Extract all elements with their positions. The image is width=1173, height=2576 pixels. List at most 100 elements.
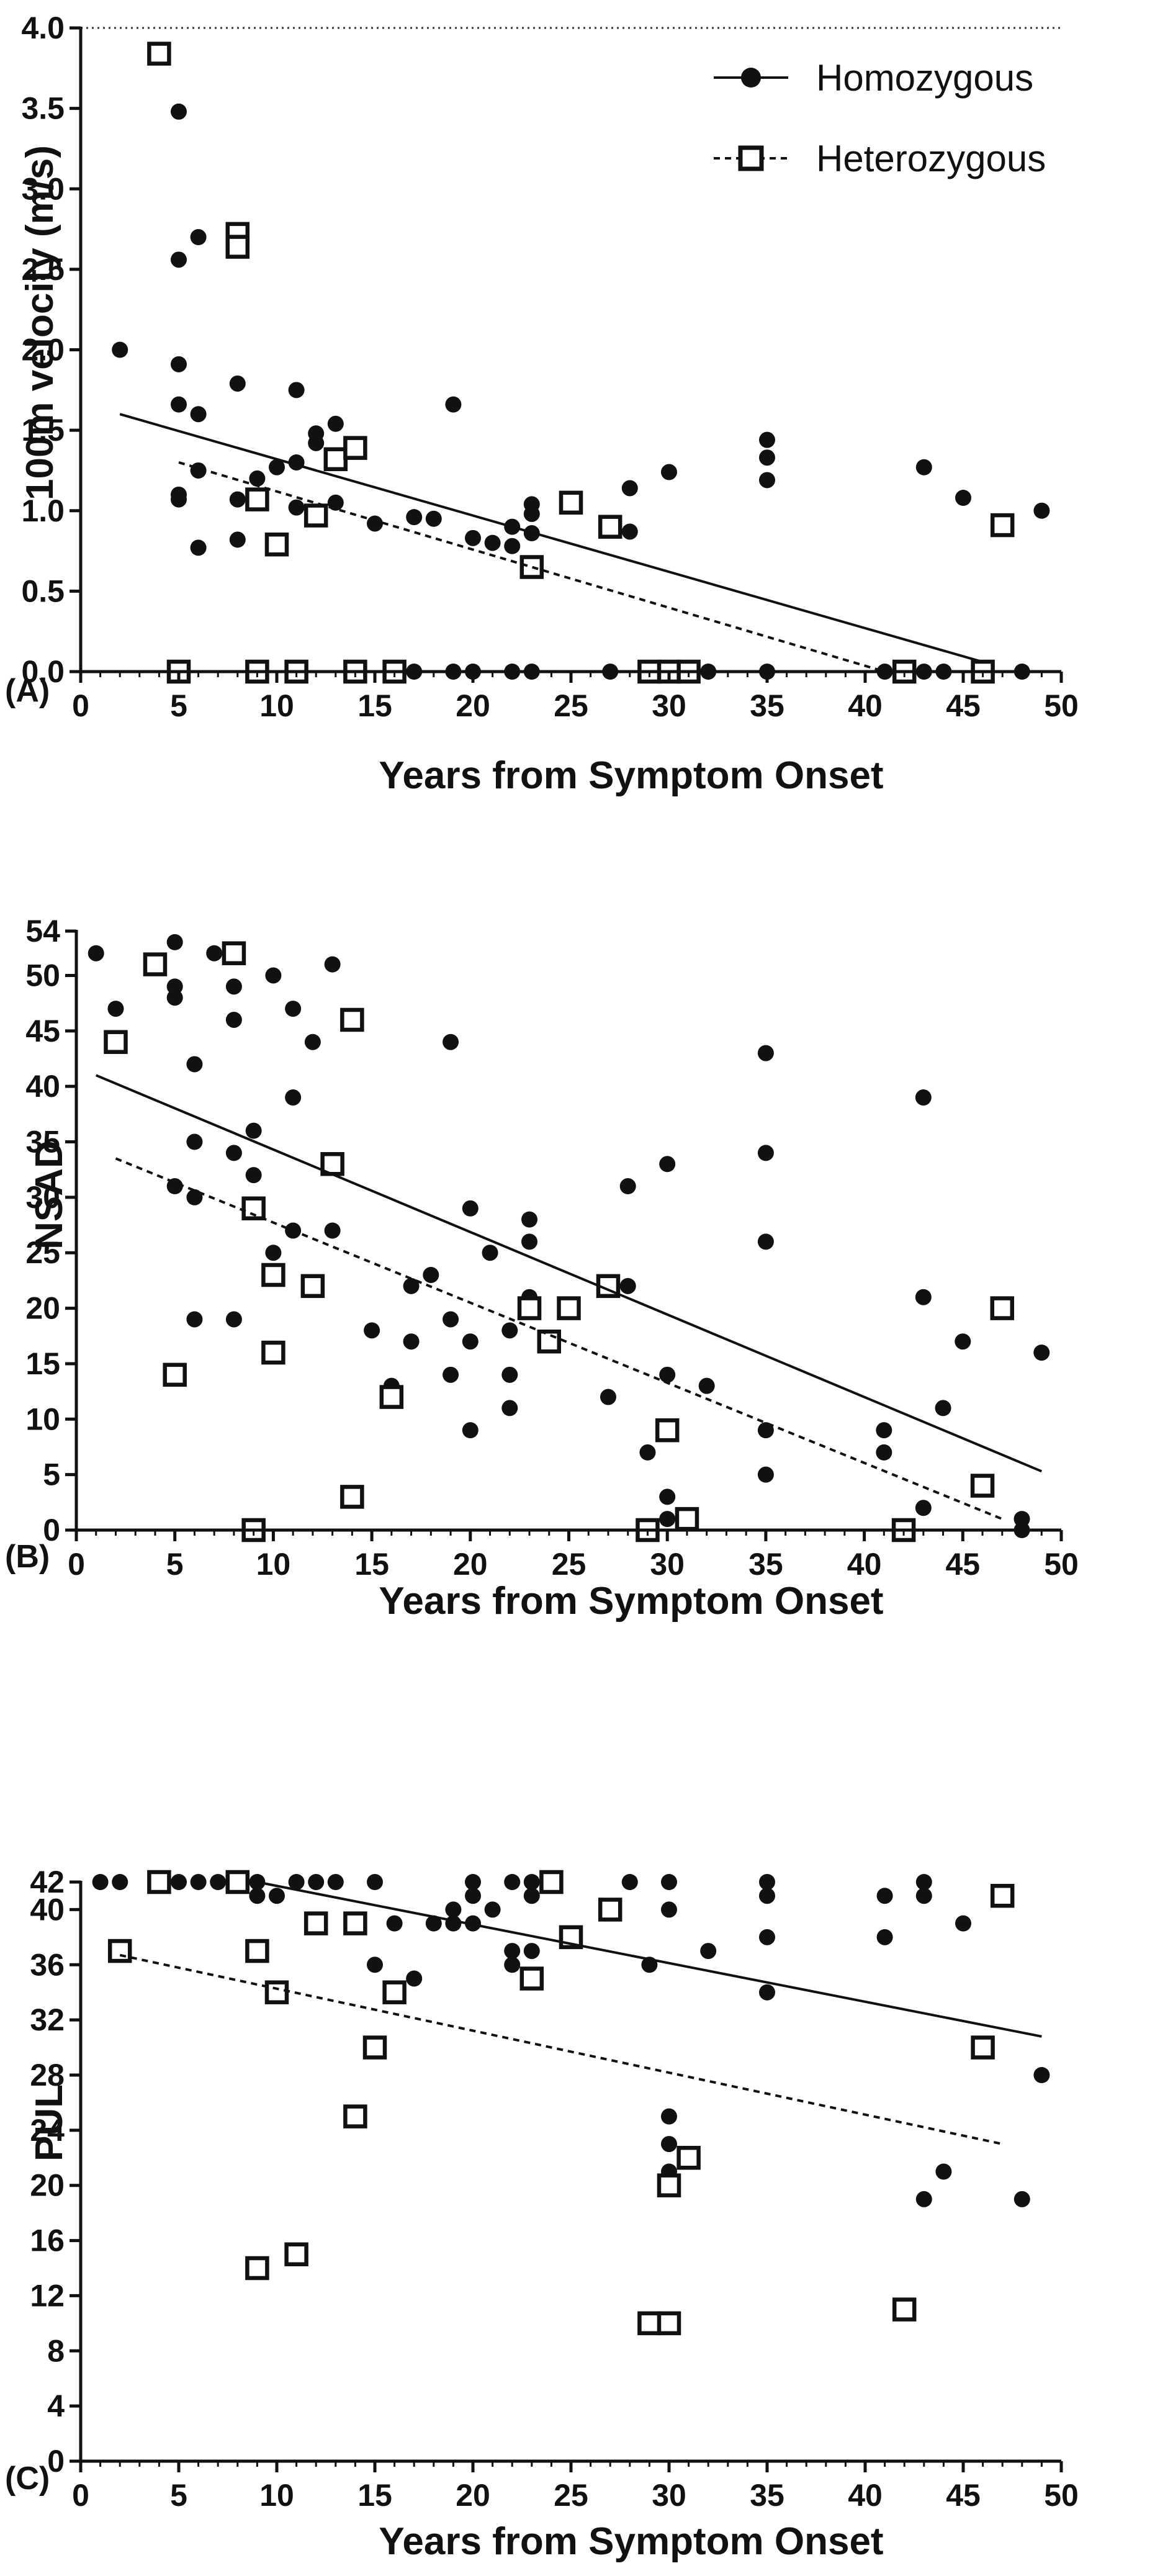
point-homozygous [171, 1874, 187, 1890]
point-homozygous [406, 509, 423, 526]
point-heterozygous [362, 2035, 387, 2060]
x-tick-label: 25 [554, 2478, 588, 2513]
y-tick-label: 3.0 [21, 171, 65, 206]
point-heterozygous [519, 1966, 544, 1991]
legend-heterozygous-marker [738, 145, 764, 171]
point-homozygous [955, 1333, 971, 1350]
legend-homozygous-label: Homozygous [816, 57, 1033, 99]
point-heterozygous [340, 1485, 364, 1509]
y-tick-label: 16 [30, 2223, 65, 2258]
point-heterozygous [598, 515, 622, 539]
x-tick-label: 20 [456, 2478, 490, 2513]
point-homozygous [661, 1874, 677, 1890]
point-homozygous [225, 978, 242, 995]
point-homozygous [190, 406, 207, 423]
point-heterozygous [343, 1911, 367, 1935]
point-homozygous [501, 1366, 518, 1383]
point-homozygous [462, 1422, 479, 1439]
x-tick-label: 30 [652, 688, 686, 723]
point-heterozygous [382, 1980, 407, 2004]
x-tick-label: 30 [650, 1547, 685, 1582]
panel-a-y-axis-title: 100m velocity (m/s) [19, 145, 61, 500]
point-homozygous [225, 1145, 242, 1161]
point-homozygous [876, 1422, 892, 1439]
point-heterozygous [147, 42, 171, 66]
point-heterozygous [343, 436, 367, 460]
point-homozygous [229, 491, 246, 508]
point-homozygous [190, 229, 207, 246]
y-tick-label: 54 [25, 914, 60, 948]
point-homozygous [445, 1901, 462, 1918]
panel-c-points [92, 1870, 1050, 2336]
trendline-homozygous [95, 1074, 1043, 1473]
y-tick-label: 25 [25, 1235, 60, 1270]
panel-a-label: (A) [5, 673, 50, 709]
panel-c-label: (C) [5, 2461, 50, 2497]
panel-b-trendlines [95, 1074, 1043, 1520]
point-homozygous [759, 431, 775, 448]
point-heterozygous [675, 1506, 699, 1531]
x-tick-label: 45 [946, 2478, 981, 2513]
point-homozygous [171, 251, 187, 268]
panel-b-x-tick-labels: 0 5 10 15 20 25 30 35 40 45 50 [68, 1547, 1079, 1582]
point-homozygous [523, 1943, 540, 1960]
y-tick-label: 35 [25, 1125, 60, 1160]
point-heterozygous [343, 2104, 367, 2128]
point-homozygous [501, 1400, 518, 1416]
point-heterozygous [537, 1329, 562, 1354]
point-homozygous [166, 978, 183, 995]
point-homozygous [1033, 2067, 1050, 2083]
point-homozygous [92, 1874, 109, 1890]
point-homozygous [1033, 1344, 1050, 1361]
x-tick-label: 15 [357, 2478, 392, 2513]
panel-c-chart: 0 5 10 15 20 25 30 35 40 45 50 0 4 8 12 16 20 24 28 32 36 40… [5, 1865, 1079, 2563]
point-homozygous [403, 1333, 420, 1350]
point-heterozygous [261, 1263, 285, 1287]
y-tick-label: 32 [30, 2002, 65, 2037]
point-homozygous [269, 1888, 285, 1904]
point-homozygous [403, 1277, 420, 1294]
point-homozygous [523, 505, 540, 522]
point-homozygous [504, 1874, 521, 1890]
point-homozygous [915, 459, 932, 475]
x-tick-label: 45 [945, 1547, 980, 1582]
point-homozygous [955, 490, 971, 507]
panel-b-y-tick-labels: 0 5 10 15 20 25 30 35 40 45 50 54 [25, 914, 60, 1547]
point-homozygous [245, 1122, 262, 1139]
point-homozygous [186, 1056, 203, 1073]
point-homozygous [249, 470, 266, 487]
x-tick-label: 15 [354, 1547, 389, 1582]
point-heterozygous [303, 1911, 328, 1935]
point-homozygous [484, 534, 501, 551]
point-homozygous [425, 510, 442, 527]
trendline-homozygous [257, 1881, 1042, 2038]
point-heterozygous [655, 1418, 680, 1443]
point-heterozygous [557, 1296, 581, 1320]
point-homozygous [171, 396, 187, 413]
point-homozygous [166, 934, 183, 950]
y-tick-label: 0 [47, 2444, 65, 2479]
point-heterozygous [657, 2173, 681, 2197]
y-tick-label: 5 [43, 1457, 60, 1492]
point-homozygous [186, 1133, 203, 1150]
y-tick-label: 45 [25, 1014, 60, 1048]
x-tick-label: 10 [256, 1547, 291, 1582]
point-homozygous [915, 2191, 932, 2207]
x-tick-label: 20 [453, 1547, 488, 1582]
point-heterozygous [284, 2242, 308, 2267]
point-heterozygous [340, 1007, 364, 1032]
point-homozygous [206, 945, 223, 961]
panel-b-label: (B) [5, 1539, 50, 1575]
y-tick-label: 3.5 [21, 91, 65, 126]
point-homozygous [621, 1874, 638, 1890]
point-homozygous [229, 375, 246, 392]
point-homozygous [308, 435, 325, 451]
point-homozygous [504, 1943, 521, 1960]
point-homozygous [112, 1874, 128, 1890]
point-homozygous [245, 1167, 262, 1184]
point-homozygous [462, 1200, 479, 1217]
point-homozygous [327, 1874, 344, 1890]
point-homozygous [504, 538, 521, 554]
point-heterozygous [107, 1939, 132, 1963]
y-tick-label: 15 [25, 1346, 60, 1381]
